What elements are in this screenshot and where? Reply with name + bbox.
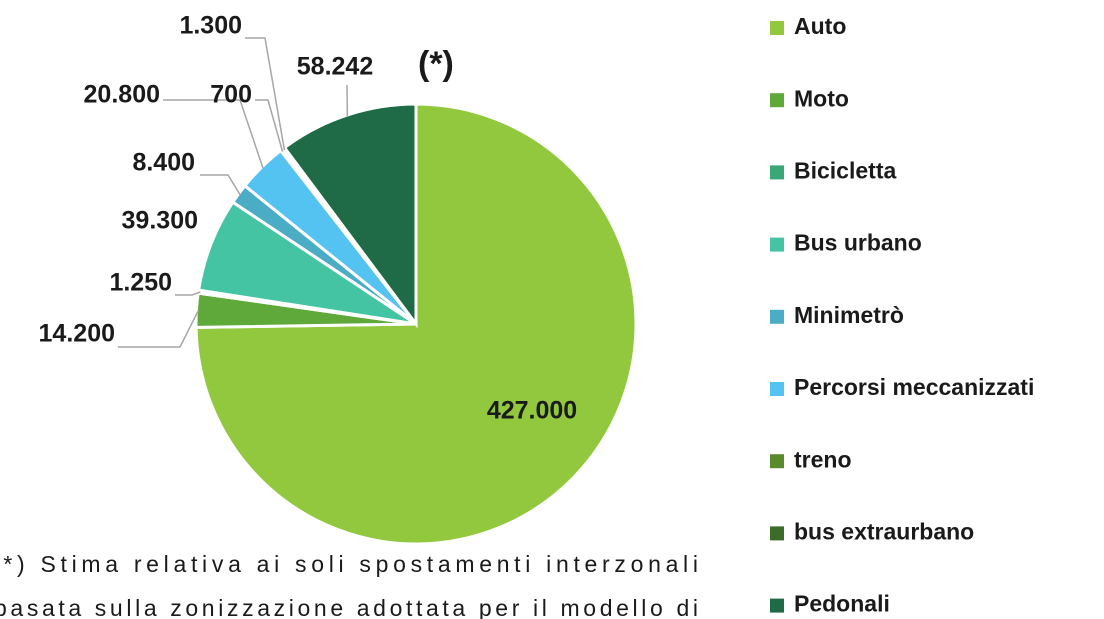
data-label: 1.250	[109, 269, 172, 297]
legend-swatch	[770, 382, 784, 396]
leader-line	[245, 37, 286, 151]
legend-swatch	[770, 598, 784, 613]
legend-swatch	[770, 21, 784, 35]
footnote: basata sulla zonizzazione adottata per i…	[0, 595, 698, 619]
legend-swatch	[770, 526, 784, 541]
leader-line	[255, 99, 284, 152]
data-label: 14.200	[39, 320, 115, 348]
legend-label: Auto	[794, 13, 846, 39]
legend-label: treno	[794, 446, 852, 472]
leader-line	[175, 291, 201, 296]
leader-line	[200, 174, 241, 196]
legend-swatch	[770, 93, 784, 108]
data-label: 20.800	[84, 81, 160, 109]
legend-label: bus extraurbano	[794, 518, 974, 544]
data-label: 700	[210, 81, 252, 109]
data-label: 8.400	[132, 149, 195, 177]
pie	[194, 102, 638, 546]
footnote: (*) Stima relativa ai soli spostamenti i…	[0, 551, 698, 577]
data-label: 39.300	[122, 207, 198, 235]
legend-swatch	[770, 237, 784, 252]
legend-label: Percorsi meccanizzati	[794, 374, 1034, 400]
data-label: 427.000	[487, 397, 577, 425]
leader-line	[163, 99, 264, 169]
legend-label: Pedonali	[794, 591, 890, 617]
legend-swatch	[770, 165, 784, 180]
data-label: 1.300	[179, 12, 242, 40]
legend-swatch	[770, 309, 784, 324]
legend-label: Minimetrò	[794, 302, 904, 328]
legend-label: Bicicletta	[794, 157, 896, 183]
data-label: 58.242	[297, 53, 373, 81]
legend-label: Bus urbano	[794, 230, 922, 256]
leader-line	[118, 309, 200, 348]
legend-label: Moto	[794, 85, 849, 111]
legend-swatch	[770, 454, 784, 469]
annotation: (*)	[418, 45, 454, 83]
